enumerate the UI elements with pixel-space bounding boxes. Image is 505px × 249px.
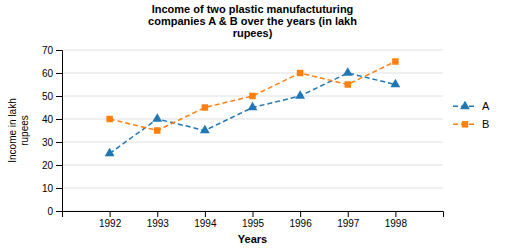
point (248, 102, 258, 111)
point (106, 116, 112, 122)
legend-label: B (482, 118, 489, 130)
x-tick: 1995 (242, 211, 265, 229)
y-tick: 20 (42, 160, 62, 171)
plot-area: 1992 1993 1994 1995 1996 1997 1998 0 10 20 30 40 50 6… (42, 45, 444, 229)
x-tick-label: 1994 (194, 218, 217, 229)
x-axis: 1992 1993 1994 1995 1996 1997 1998 (63, 211, 444, 229)
x-tick: 1998 (385, 211, 408, 229)
y-tick: 40 (42, 114, 62, 125)
legend-item: B (453, 118, 489, 130)
y-axis: 0 10 20 30 40 50 60 70 (42, 45, 63, 217)
grid (62, 50, 443, 211)
y-tick: 0 (47, 206, 62, 217)
x-tick-mark (348, 211, 349, 217)
x-tick: 1996 (290, 211, 313, 229)
legend-marker (460, 101, 470, 110)
point (343, 67, 353, 76)
x-tick-mark (110, 211, 111, 217)
grid-line (62, 142, 443, 143)
x-tick-mark (157, 211, 158, 217)
series (105, 67, 401, 156)
point (200, 125, 210, 134)
y-axis-title: Income in lakhrupees (7, 98, 30, 162)
y-tick: 50 (42, 91, 62, 102)
x-tick-label: 1993 (147, 218, 170, 229)
x-tick-mark (300, 211, 301, 217)
x-tick: 1993 (147, 211, 170, 229)
x-tick-mark (205, 211, 206, 217)
legend-marker (462, 121, 468, 127)
line (110, 73, 396, 154)
grid-line (62, 119, 443, 120)
y-axis-line (56, 51, 63, 212)
y-tick-label: 70 (42, 45, 54, 56)
point (392, 58, 398, 64)
point (295, 90, 305, 99)
y-tick-mark (56, 142, 62, 143)
y-tick-mark (56, 165, 62, 166)
x-axis-title: Years (238, 233, 267, 245)
y-tick-label: 10 (42, 183, 54, 194)
line (110, 62, 396, 131)
x-tick-label: 1998 (385, 218, 408, 229)
y-tick-mark (56, 96, 62, 97)
point (345, 81, 351, 87)
y-tick: 70 (42, 45, 62, 56)
y-tick-mark (56, 211, 62, 212)
legend: AB (453, 100, 490, 130)
grid-line (62, 73, 443, 74)
marks (105, 58, 401, 156)
y-tick-mark (56, 188, 62, 189)
point (297, 70, 303, 76)
legend-label: A (482, 100, 490, 112)
grid-line (62, 50, 443, 51)
legend-item: A (453, 100, 490, 112)
y-tick-mark (56, 73, 62, 74)
point (390, 79, 400, 88)
x-tick-label: 1997 (337, 218, 360, 229)
y-tick-label: 0 (47, 206, 53, 217)
y-tick-label: 30 (42, 137, 54, 148)
y-tick: 30 (42, 137, 62, 148)
grid-line (62, 188, 443, 189)
point (249, 93, 255, 99)
point (152, 113, 162, 122)
point (202, 104, 208, 110)
y-tick: 10 (42, 183, 62, 194)
point (154, 127, 160, 133)
series (106, 58, 398, 133)
y-tick-label: 60 (42, 68, 54, 79)
y-tick: 60 (42, 68, 62, 79)
y-tick-mark (56, 119, 62, 120)
chart: 1992 1993 1994 1995 1996 1997 1998 0 10 20 30 40 50 6… (0, 0, 505, 249)
x-tick: 1997 (337, 211, 360, 229)
x-tick-mark (253, 211, 254, 217)
x-tick: 1994 (194, 211, 217, 229)
y-tick-label: 50 (42, 91, 54, 102)
x-tick: 1992 (99, 211, 122, 229)
x-tick-label: 1995 (242, 218, 265, 229)
point (105, 148, 115, 157)
title: Income of two plastic manufactuturingcom… (148, 3, 357, 39)
x-tick-mark (395, 211, 396, 217)
x-axis-line (63, 212, 444, 218)
x-tick-label: 1996 (290, 218, 313, 229)
grid-line (62, 165, 443, 166)
y-tick-label: 40 (42, 114, 54, 125)
y-tick-mark (56, 50, 62, 51)
x-tick-label: 1992 (99, 218, 122, 229)
y-tick-label: 20 (42, 160, 54, 171)
